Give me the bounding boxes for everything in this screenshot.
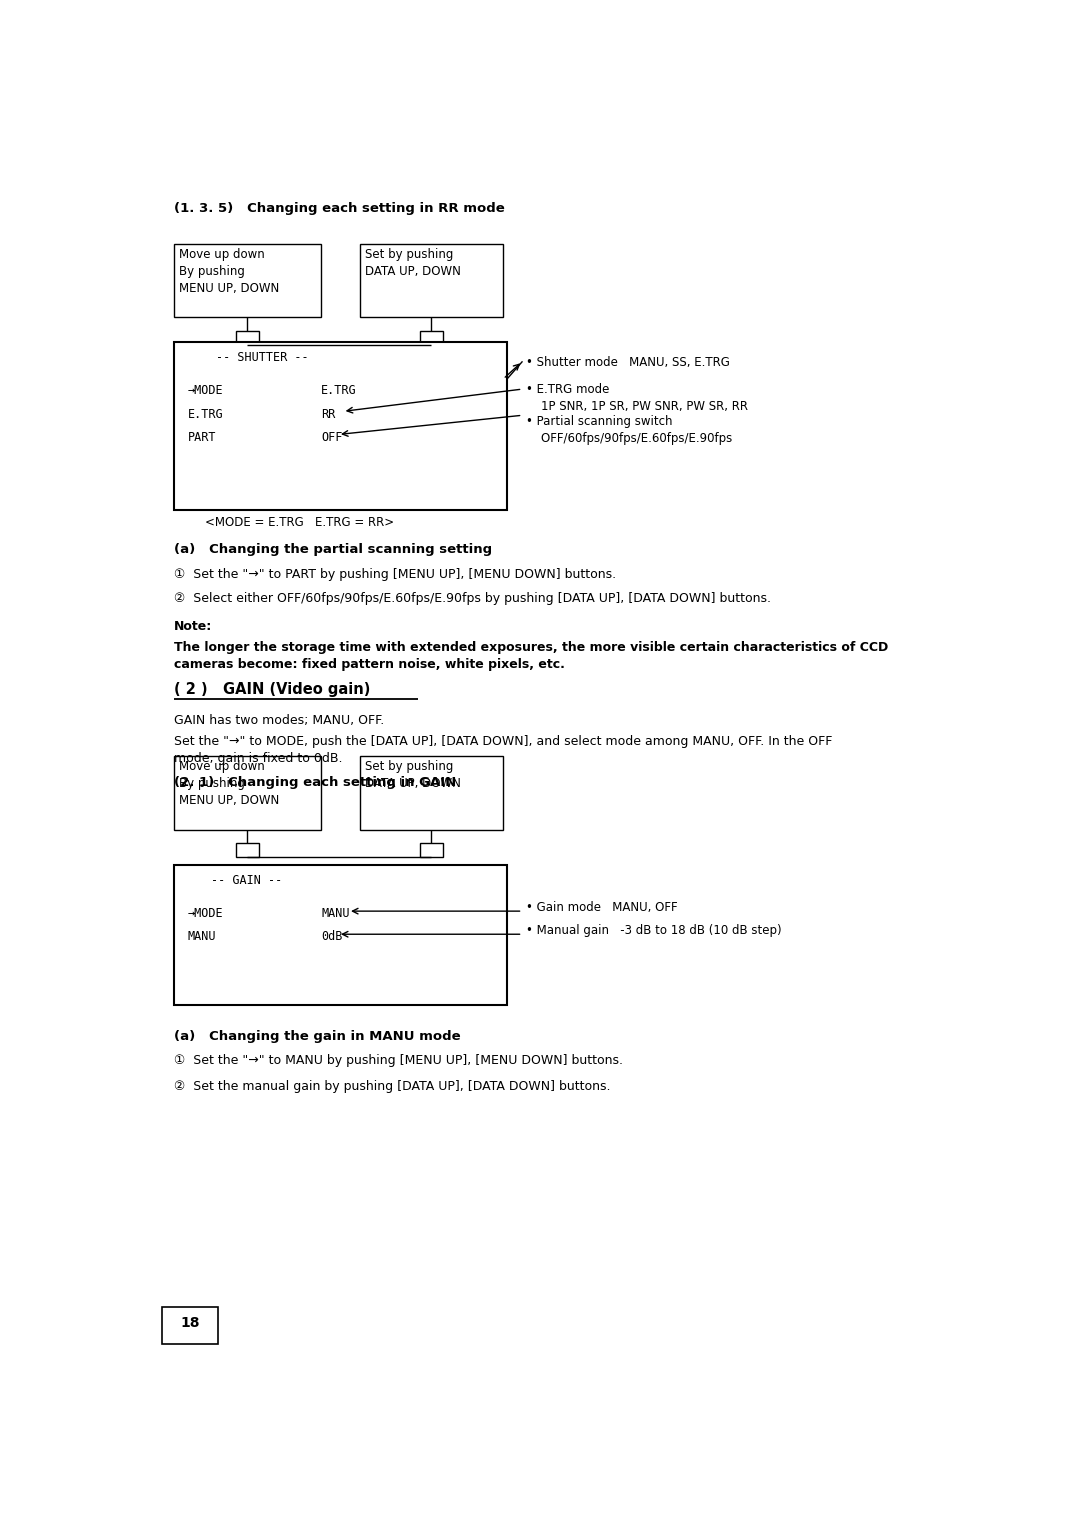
Text: • Gain mode   MANU, OFF: • Gain mode MANU, OFF: [526, 901, 678, 914]
Text: PART: PART: [188, 431, 216, 443]
Text: (1. 3. 5)   Changing each setting in RR mode: (1. 3. 5) Changing each setting in RR mo…: [174, 202, 504, 216]
Text: MANU: MANU: [321, 907, 350, 920]
FancyBboxPatch shape: [235, 844, 259, 858]
Text: GAIN has two modes; MANU, OFF.: GAIN has two modes; MANU, OFF.: [174, 714, 384, 726]
Text: E.TRG: E.TRG: [321, 384, 356, 398]
FancyBboxPatch shape: [360, 757, 503, 830]
FancyBboxPatch shape: [162, 1307, 218, 1344]
Text: (a)   Changing the gain in MANU mode: (a) Changing the gain in MANU mode: [174, 1029, 460, 1043]
Text: Set the "→" to MODE, push the [DATA UP], [DATA DOWN], and select mode among MANU: Set the "→" to MODE, push the [DATA UP],…: [174, 735, 832, 764]
FancyBboxPatch shape: [174, 245, 321, 318]
Text: Move up down
By pushing
MENU UP, DOWN: Move up down By pushing MENU UP, DOWN: [179, 248, 280, 295]
Text: Set by pushing
DATA UP, DOWN: Set by pushing DATA UP, DOWN: [365, 760, 461, 790]
Text: Set by pushing
DATA UP, DOWN: Set by pushing DATA UP, DOWN: [365, 248, 461, 278]
Text: ①  Set the "→" to MANU by pushing [MENU UP], [MENU DOWN] buttons.: ① Set the "→" to MANU by pushing [MENU U…: [174, 1055, 623, 1067]
FancyBboxPatch shape: [420, 844, 443, 858]
FancyBboxPatch shape: [174, 865, 507, 1005]
Text: • Partial scanning switch
    OFF/60fps/90fps/E.60fps/E.90fps: • Partial scanning switch OFF/60fps/90fp…: [526, 416, 732, 445]
Text: Note:: Note:: [174, 621, 212, 633]
Text: RR: RR: [321, 408, 335, 420]
Text: ( 2 )   GAIN (Video gain): ( 2 ) GAIN (Video gain): [174, 682, 370, 697]
Text: The longer the storage time with extended exposures, the more visible certain ch: The longer the storage time with extende…: [174, 641, 888, 671]
Text: ②  Select either OFF/60fps/90fps/E.60fps/E.90fps by pushing [DATA UP], [DATA DOW: ② Select either OFF/60fps/90fps/E.60fps/…: [174, 592, 771, 605]
FancyBboxPatch shape: [235, 332, 259, 346]
Text: E.TRG: E.TRG: [188, 408, 224, 420]
Text: -- GAIN --: -- GAIN --: [211, 875, 282, 887]
FancyBboxPatch shape: [174, 342, 507, 511]
Text: • Manual gain   -3 dB to 18 dB (10 dB step): • Manual gain -3 dB to 18 dB (10 dB step…: [526, 924, 782, 937]
Text: • Shutter mode   MANU, SS, E.TRG: • Shutter mode MANU, SS, E.TRG: [526, 356, 730, 368]
Text: ②  Set the manual gain by pushing [DATA UP], [DATA DOWN] buttons.: ② Set the manual gain by pushing [DATA U…: [174, 1079, 610, 1093]
FancyBboxPatch shape: [420, 332, 443, 346]
Text: ①  Set the "→" to PART by pushing [MENU UP], [MENU DOWN] buttons.: ① Set the "→" to PART by pushing [MENU U…: [174, 567, 616, 581]
Text: →MODE: →MODE: [188, 384, 224, 398]
Text: OFF: OFF: [321, 431, 342, 443]
Text: (2. 1)   Changing each setting in GAIN: (2. 1) Changing each setting in GAIN: [174, 775, 456, 789]
Text: MANU: MANU: [188, 930, 216, 943]
Text: 0dB: 0dB: [321, 930, 342, 943]
Text: • E.TRG mode
    1P SNR, 1P SR, PW SNR, PW SR, RR: • E.TRG mode 1P SNR, 1P SR, PW SNR, PW S…: [526, 382, 748, 413]
Text: →MODE: →MODE: [188, 907, 224, 920]
FancyBboxPatch shape: [174, 757, 321, 830]
Text: -- SHUTTER --: -- SHUTTER --: [216, 352, 309, 364]
Text: 18: 18: [180, 1316, 200, 1330]
Text: (a)   Changing the partial scanning setting: (a) Changing the partial scanning settin…: [174, 543, 491, 557]
Text: <MODE = E.TRG   E.TRG = RR>: <MODE = E.TRG E.TRG = RR>: [205, 517, 394, 529]
FancyBboxPatch shape: [360, 245, 503, 318]
Text: Move up down
By pushing
MENU UP, DOWN: Move up down By pushing MENU UP, DOWN: [179, 760, 280, 807]
